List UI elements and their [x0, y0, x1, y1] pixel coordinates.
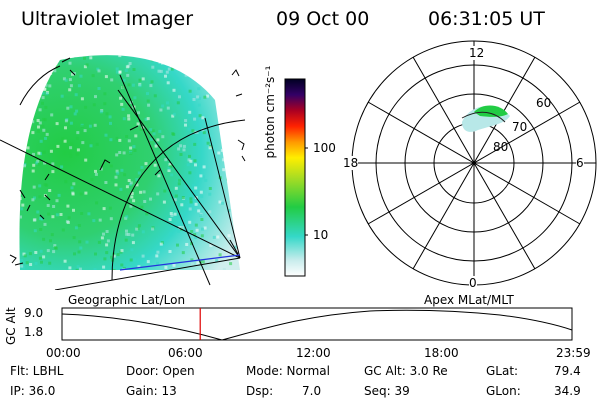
info-glon-label: GLon:: [486, 384, 521, 398]
time-tick-0000: 00:00: [46, 346, 81, 360]
info-glat-value: 79.4: [554, 364, 581, 378]
mlt-label-6: 6: [576, 156, 584, 170]
info-filter: Flt: LBHL: [10, 364, 64, 378]
info-door: Door: Open: [126, 364, 195, 378]
colorbar-tick-100: 100: [313, 141, 336, 155]
instrument-title: Ultraviolet Imager: [21, 8, 194, 30]
polar-plot: [351, 40, 597, 286]
info-dsp-value: 7.0: [302, 384, 322, 398]
info-glat-label: GLat:: [486, 364, 519, 378]
info-mode: Mode: Normal: [246, 364, 330, 378]
info-seq: Seq: 39: [364, 384, 410, 398]
mlt-label-0: 0: [469, 276, 477, 290]
info-ip: IP: 36.0: [10, 384, 56, 398]
apex-panel-label: Apex MLat/MLT: [424, 293, 514, 307]
info-dsp-label: Dsp:: [246, 384, 274, 398]
colorbar-unit-label: photon cm⁻²s⁻¹: [263, 65, 277, 159]
altitude-ylabel: GC Alt: [4, 307, 18, 345]
lat-label-80: 80: [493, 140, 509, 154]
track-line: [119, 254, 241, 271]
time-tick-0600: 06:00: [168, 346, 203, 360]
colorbar-tick-10: 10: [313, 228, 329, 242]
colorbar: [284, 78, 308, 277]
info-gc-alt: GC Alt: 3.0 Re: [364, 364, 448, 378]
time-tick-1800: 18:00: [424, 346, 459, 360]
lat-label-60: 60: [536, 96, 552, 110]
altitude-ytick-bottom: 1.8: [24, 325, 44, 339]
info-gain: Gain: 13: [126, 384, 177, 398]
info-glon-value: 34.9: [554, 384, 581, 398]
time-label: 06:31:05 UT: [428, 8, 545, 30]
date-label: 09 Oct 00: [276, 8, 370, 30]
lat-label-70: 70: [512, 120, 528, 134]
mlt-label-12: 12: [469, 46, 485, 60]
altitude-plot: [61, 307, 573, 341]
mlt-label-18: 18: [343, 156, 359, 170]
geographic-image: [0, 55, 246, 290]
time-tick-1200: 12:00: [296, 346, 331, 360]
geographic-panel-label: Geographic Lat/Lon: [68, 293, 186, 307]
altitude-ytick-top: 9.0: [24, 306, 44, 320]
time-tick-2359: 23:59: [556, 346, 591, 360]
